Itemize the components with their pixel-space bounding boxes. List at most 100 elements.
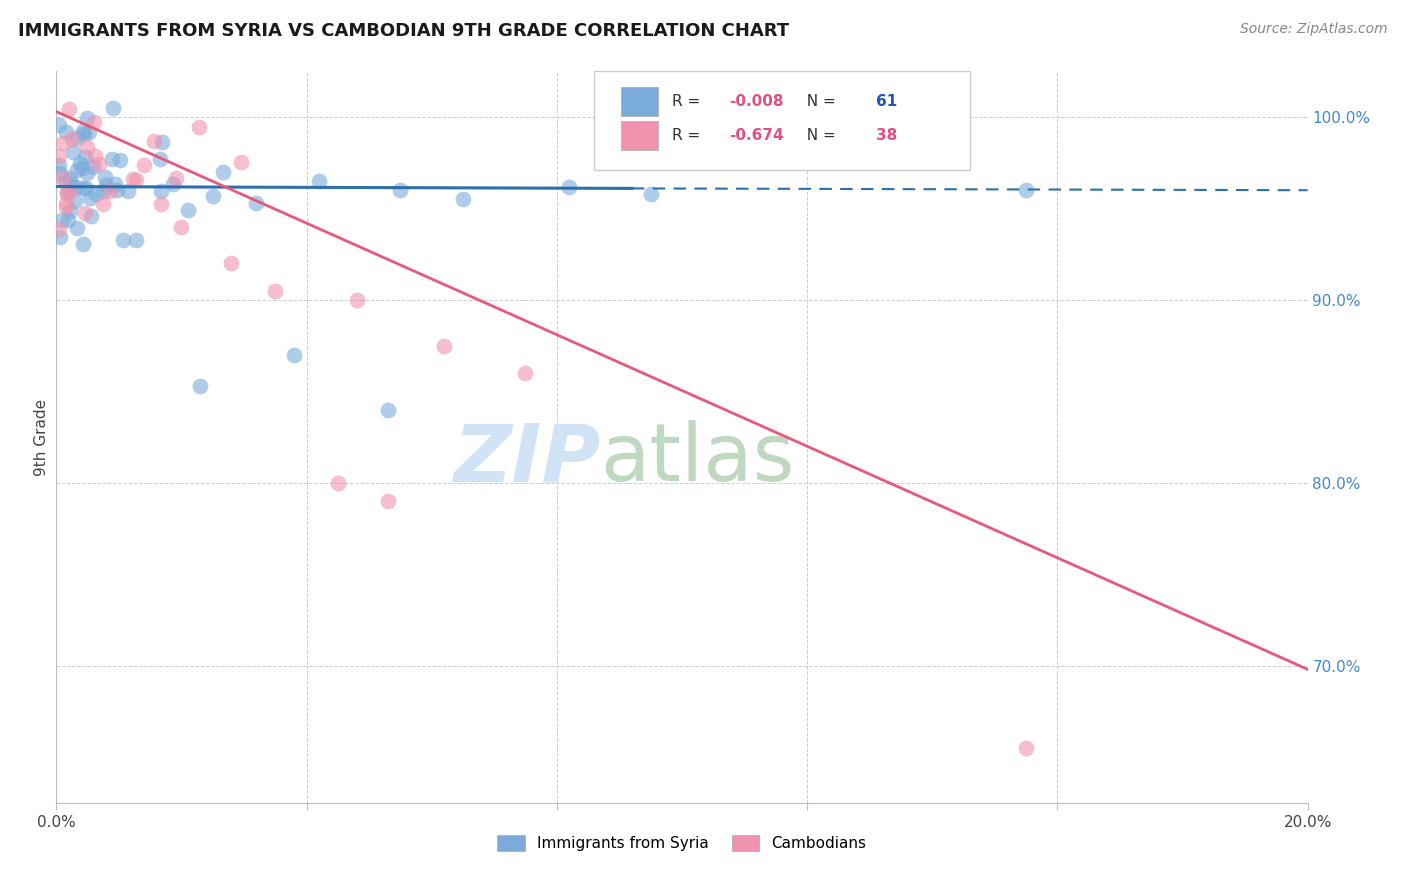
Point [1015, 740, 1038, 755]
Point [87, 157, 110, 171]
Point [165, 171, 187, 186]
Point [245, 196, 267, 211]
Point [53, 174, 76, 188]
Point [150, 135, 173, 149]
Point [59, 170, 82, 185]
Point [72, 236, 94, 251]
Point [346, 293, 368, 307]
Point [170, 219, 193, 234]
Point [283, 348, 305, 362]
Text: R =: R = [672, 94, 704, 109]
Point [377, 494, 399, 508]
Point [110, 153, 132, 167]
Point [55, 186, 77, 201]
Point [187, 120, 209, 135]
Point [52, 136, 75, 151]
Point [48, 222, 70, 236]
Point [48, 118, 70, 132]
Point [111, 234, 134, 248]
Text: ZIP: ZIP [453, 420, 600, 498]
Point [76, 140, 98, 154]
Point [188, 379, 211, 393]
Point [60, 177, 83, 191]
Point [134, 158, 156, 172]
Point [72, 180, 94, 194]
Text: 61: 61 [876, 94, 897, 109]
Point [201, 188, 224, 202]
Point [451, 192, 474, 206]
Point [65, 131, 87, 145]
Point [105, 183, 128, 197]
Text: N =: N = [797, 128, 841, 144]
Point [93, 170, 115, 185]
Point [75, 181, 97, 195]
Point [125, 172, 148, 186]
Point [48, 157, 70, 171]
Point [212, 165, 235, 179]
Point [80, 209, 103, 223]
Point [82, 161, 104, 175]
Point [91, 197, 114, 211]
Legend: Immigrants from Syria, Cambodians: Immigrants from Syria, Cambodians [491, 830, 873, 857]
FancyBboxPatch shape [595, 71, 970, 170]
Point [150, 184, 173, 198]
Point [56, 185, 79, 199]
Point [48, 230, 70, 244]
Point [104, 177, 127, 191]
Point [264, 284, 287, 298]
Point [60, 132, 83, 146]
Point [55, 195, 77, 210]
Point [125, 233, 148, 247]
Point [98, 184, 121, 198]
Point [1015, 183, 1038, 197]
Text: Source: ZipAtlas.com: Source: ZipAtlas.com [1240, 22, 1388, 37]
Point [515, 366, 537, 380]
Point [86, 186, 108, 201]
Point [55, 200, 77, 214]
Point [101, 101, 124, 115]
Point [377, 402, 399, 417]
Point [176, 203, 198, 218]
Point [162, 178, 184, 192]
Point [56, 213, 79, 227]
Y-axis label: 9th Grade: 9th Grade [34, 399, 49, 475]
Point [48, 149, 70, 163]
Point [66, 221, 89, 235]
Text: R =: R = [672, 128, 704, 144]
Point [51, 213, 73, 227]
Point [76, 166, 98, 180]
Text: -0.008: -0.008 [730, 94, 785, 109]
Point [65, 194, 87, 208]
Point [77, 125, 100, 139]
Text: N =: N = [797, 94, 841, 109]
Text: atlas: atlas [600, 420, 794, 498]
Point [221, 256, 243, 270]
Point [433, 338, 456, 352]
Point [94, 178, 117, 193]
Point [121, 172, 143, 186]
Point [150, 196, 173, 211]
Point [149, 152, 172, 166]
Point [389, 183, 412, 197]
Point [48, 166, 70, 180]
Point [91, 184, 114, 198]
Point [75, 206, 97, 220]
Point [326, 475, 349, 490]
Point [117, 184, 139, 198]
Text: IMMIGRANTS FROM SYRIA VS CAMBODIAN 9TH GRADE CORRELATION CHART: IMMIGRANTS FROM SYRIA VS CAMBODIAN 9TH G… [18, 22, 789, 40]
Point [73, 150, 96, 164]
Point [231, 155, 253, 169]
Point [52, 170, 75, 185]
Point [55, 125, 77, 139]
Point [640, 186, 662, 201]
Point [72, 124, 94, 138]
Point [76, 111, 98, 125]
Text: 38: 38 [876, 128, 897, 144]
Point [58, 102, 80, 116]
Point [69, 156, 91, 170]
Point [70, 161, 93, 176]
Point [73, 127, 96, 141]
Text: -0.674: -0.674 [730, 128, 785, 144]
FancyBboxPatch shape [620, 121, 658, 151]
Point [58, 185, 80, 199]
